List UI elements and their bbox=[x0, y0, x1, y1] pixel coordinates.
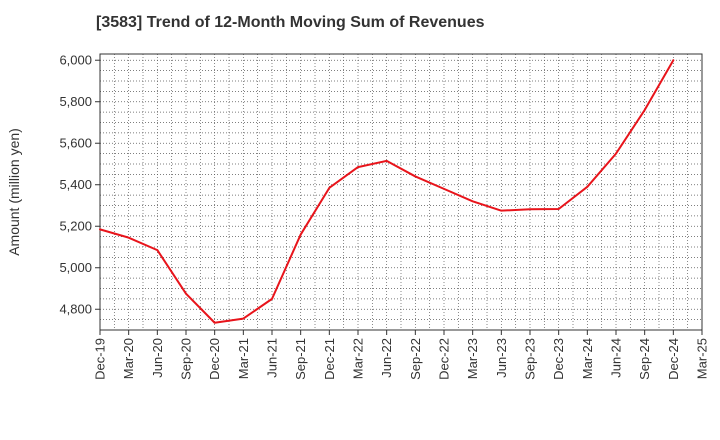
y-tick-label: 6,000 bbox=[59, 53, 92, 68]
x-tick-label: Sep-22 bbox=[408, 338, 423, 380]
x-tick-label: Sep-23 bbox=[523, 338, 538, 380]
x-tick-label: Jun-23 bbox=[494, 338, 509, 378]
data-point bbox=[299, 233, 302, 236]
data-point bbox=[643, 109, 646, 111]
data-point bbox=[127, 236, 130, 239]
data-point bbox=[443, 188, 445, 190]
x-tick-label: Jun-21 bbox=[265, 338, 280, 378]
data-point bbox=[271, 298, 273, 300]
x-tick-label: Mar-21 bbox=[236, 338, 251, 379]
x-tick-label: Dec-23 bbox=[551, 338, 566, 380]
y-tick-label: 5,400 bbox=[59, 177, 92, 192]
x-tick-label: Sep-20 bbox=[179, 338, 194, 380]
x-tick-label: Sep-21 bbox=[293, 338, 308, 380]
data-point bbox=[185, 292, 187, 295]
y-tick-label: 5,200 bbox=[59, 219, 92, 234]
data-point bbox=[414, 175, 417, 178]
y-tick-label: 5,600 bbox=[59, 136, 92, 151]
data-point bbox=[529, 208, 531, 211]
x-tick-label: Jun-22 bbox=[379, 338, 394, 378]
data-point bbox=[213, 321, 216, 324]
x-axis-ticks: Dec-19 Mar-20 Jun-20 Sep-20 Dec-20 Mar-21 Jun-… bbox=[93, 330, 710, 380]
x-tick-label: Mar-24 bbox=[580, 338, 595, 379]
data-point bbox=[500, 209, 503, 212]
chart-title: [3583] Trend of 12-Month Moving Sum of R… bbox=[96, 14, 485, 31]
x-tick-label: Mar-23 bbox=[465, 338, 480, 379]
y-tick-label: 5,800 bbox=[59, 94, 92, 109]
series bbox=[99, 59, 675, 324]
y-axis-ticks: 4,800 5,000 5,200 5,400 5,600 5,800 6,000 bbox=[59, 53, 100, 317]
x-tick-label: Mar-25 bbox=[695, 338, 710, 379]
x-tick-label: Jun-24 bbox=[609, 338, 624, 378]
grid bbox=[100, 54, 702, 330]
x-tick-label: Dec-20 bbox=[207, 338, 222, 380]
data-point bbox=[385, 160, 388, 162]
plot-frame bbox=[99, 53, 703, 331]
data-point bbox=[357, 166, 359, 168]
data-point bbox=[615, 152, 617, 155]
x-tick-label: Dec-19 bbox=[93, 338, 108, 380]
y-axis-label: Amount (million yen) bbox=[6, 128, 22, 256]
data-point bbox=[471, 200, 474, 203]
data-point bbox=[99, 228, 101, 231]
x-tick-label: Dec-21 bbox=[322, 338, 337, 380]
x-tick-label: Sep-24 bbox=[637, 338, 652, 380]
x-tick-label: Dec-24 bbox=[666, 338, 681, 380]
x-tick-label: Mar-22 bbox=[351, 338, 366, 379]
y-tick-label: 4,800 bbox=[59, 302, 92, 317]
data-point bbox=[586, 186, 589, 188]
data-point bbox=[557, 208, 560, 210]
y-tick-label: 5,000 bbox=[59, 260, 92, 275]
x-tick-label: Mar-20 bbox=[121, 338, 136, 379]
x-tick-label: Jun-20 bbox=[150, 338, 165, 378]
x-tick-label: Dec-22 bbox=[437, 338, 452, 380]
data-point bbox=[156, 249, 159, 251]
data-point bbox=[242, 317, 245, 320]
data-point bbox=[672, 59, 675, 62]
data-point bbox=[328, 187, 331, 189]
